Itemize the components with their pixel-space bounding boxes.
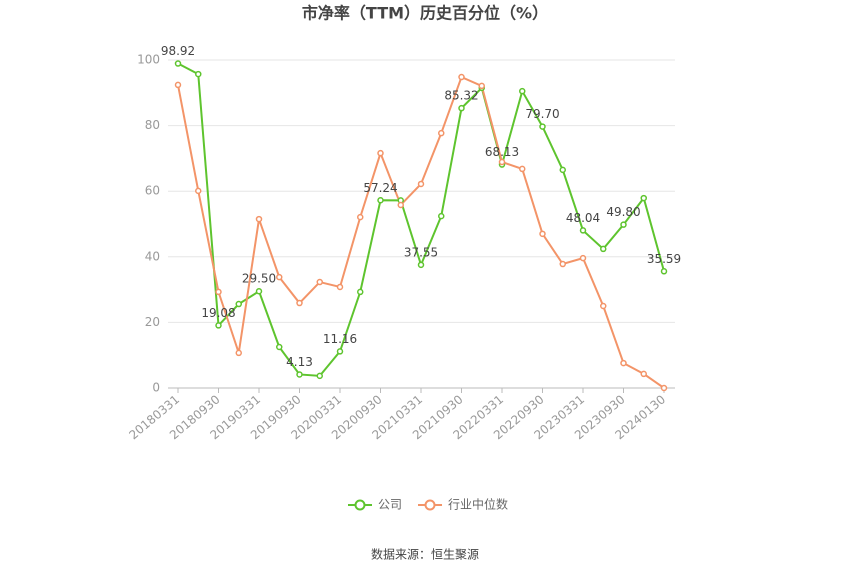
legend-marker <box>424 499 436 511</box>
data-point <box>336 348 344 355</box>
data-point <box>195 187 202 195</box>
data-point <box>660 384 668 392</box>
data-point <box>255 287 263 295</box>
data-point <box>276 273 283 281</box>
data-point <box>255 215 263 223</box>
data-label: 49.80 <box>606 205 640 219</box>
data-label: 11.16 <box>323 332 357 346</box>
data-point <box>539 123 546 130</box>
data-point <box>235 349 242 357</box>
data-point <box>296 371 303 378</box>
data-point <box>458 73 465 81</box>
data-label: 29.50 <box>242 272 276 286</box>
data-point <box>357 213 364 221</box>
data-point <box>174 60 182 67</box>
data-point <box>377 197 384 204</box>
data-point <box>458 104 465 112</box>
data-point <box>215 322 222 329</box>
y-tick-label: 20 <box>145 315 160 329</box>
legend-label[interactable]: 行业中位数 <box>448 497 508 512</box>
data-point <box>417 180 425 188</box>
data-point <box>296 299 303 307</box>
data-point <box>336 283 344 291</box>
data-point <box>539 230 546 238</box>
y-tick-label: 0 <box>152 381 160 395</box>
data-point <box>417 261 425 269</box>
data-point <box>620 221 627 228</box>
data-point <box>559 166 566 174</box>
y-tick-label: 60 <box>145 184 160 198</box>
series-line <box>177 75 665 389</box>
data-point <box>640 370 647 378</box>
data-point <box>438 212 445 220</box>
legend-label[interactable]: 公司 <box>378 498 402 512</box>
data-label: 4.13 <box>286 355 313 369</box>
data-label: 85.32 <box>444 89 478 103</box>
data-point <box>519 87 526 95</box>
data-point <box>377 149 384 157</box>
data-point <box>660 268 668 275</box>
data-label: 79.70 <box>525 107 559 121</box>
data-label: 57.24 <box>363 181 397 195</box>
data-label: 37.55 <box>404 245 438 259</box>
data-point <box>195 70 202 78</box>
data-label: 19.08 <box>201 306 235 320</box>
data-label: 35.59 <box>647 252 681 266</box>
data-point <box>600 245 607 253</box>
data-point <box>600 302 607 310</box>
data-point <box>174 81 182 89</box>
data-label: 98.92 <box>161 44 195 58</box>
data-point <box>620 359 627 367</box>
data-label: 48.04 <box>566 211 600 225</box>
source-note: 数据来源：恒生聚源 <box>371 547 479 562</box>
y-tick-label: 80 <box>145 118 160 132</box>
data-point <box>276 343 283 351</box>
data-point <box>316 278 323 286</box>
chart-title: 市净率（TTM）历史百分位（%） <box>302 4 548 23</box>
data-point <box>235 300 242 308</box>
y-tick-label: 100 <box>137 53 160 67</box>
data-point <box>640 194 647 202</box>
data-point <box>215 288 222 296</box>
data-point <box>498 158 506 166</box>
data-point <box>397 201 404 209</box>
legend-marker <box>354 499 366 511</box>
data-point <box>559 260 566 268</box>
data-point <box>478 82 485 90</box>
data-point <box>579 254 587 262</box>
data-point <box>316 372 323 380</box>
data-point <box>519 165 526 173</box>
data-label: 68.13 <box>485 145 519 159</box>
data-point <box>357 288 364 296</box>
data-point <box>579 227 587 234</box>
data-point <box>438 129 445 137</box>
y-tick-label: 40 <box>145 249 160 263</box>
